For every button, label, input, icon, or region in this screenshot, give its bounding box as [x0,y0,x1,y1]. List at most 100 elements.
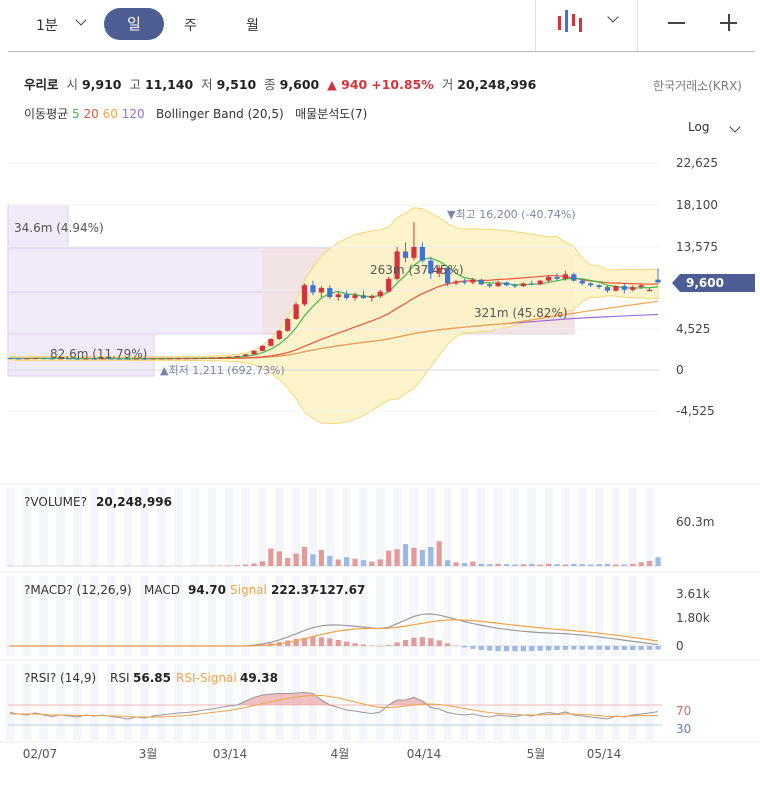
candle-body [57,358,64,360]
volume-bar [445,560,451,566]
rsi-title: ?RSI? (14,9) [24,671,96,685]
panel-stripe [359,576,368,656]
candle-body [243,354,249,356]
last-price-value: 9,600 [686,276,724,290]
panel-stripe [258,576,267,656]
volume-panel: ?VOLUME? 20,248,996 60.3m [5,488,714,567]
panel-stripe [123,488,133,567]
macd-histogram-bar [562,646,569,650]
time-axis-tick: 05/14 [587,747,622,761]
volume-value: 20,248,996 [457,77,537,92]
panel-stripe [207,664,217,740]
panel-stripe [561,488,570,567]
chevron-down-icon[interactable] [607,11,619,23]
panel-stripe [645,576,654,656]
candle-body [7,358,13,360]
panel-stripe [207,488,217,567]
macd-histogram-bar [579,646,585,650]
candle-body [116,358,123,360]
volume-bar [386,550,392,566]
panel-stripe [106,664,116,740]
candle-body [638,285,644,288]
panel-stripe [376,664,385,740]
panel-stripe [140,488,149,567]
stock-chart[interactable]: 34.6m (4.94%) 263m (37.45%) 321m (45.82%) 8… [0,140,760,794]
macd-histogram-bar [621,646,627,651]
zoom-in-icon[interactable] [728,14,730,31]
time-axis: 02/07 3월 03/14 4월 04/14 5월 05/14 [23,747,622,761]
candle-body [630,287,636,290]
volume-bar [226,565,232,566]
zoom-out-icon[interactable] [668,22,685,24]
candle-body [217,357,223,359]
panel-stripe [308,488,318,567]
candle-body [470,279,476,283]
panel-stripe [342,664,351,740]
close-price: 9,600 [279,77,320,92]
toolbar-divider [535,0,536,51]
panel-stripe [544,576,553,656]
candle-body [554,277,560,279]
panel-stripe [426,488,435,567]
chevron-down-icon[interactable] [729,121,741,133]
panel-stripe [645,664,654,740]
candle-body [369,296,375,298]
candle-body [512,285,518,287]
timeframe-minute-select[interactable]: 1분 [36,18,58,34]
candle-body [318,287,324,293]
macd-histogram-bar [554,646,560,651]
tab-week[interactable]: 주 [184,18,197,34]
volume-bar [419,549,425,566]
volume-bar [621,564,627,566]
low-label: 저 [201,77,213,92]
annotation-layer: 34.6m (4.94%) 263m (37.45%) 321m (45.82%) 8… [14,208,576,377]
candle-body [655,279,661,283]
panel-stripe [443,488,452,567]
macd-histogram-bar [428,638,434,646]
volume-bar [545,563,552,566]
candle-body [293,304,299,319]
tab-month[interactable]: 월 [246,18,259,34]
volume-bar [613,564,619,566]
candlestick-type-icon[interactable] [556,8,586,36]
tab-day[interactable]: 일 [104,8,164,40]
panel-stripe [510,488,520,567]
volume-bar [453,562,459,566]
macd-histogram-bar [411,637,417,646]
panel-stripe [224,488,234,567]
macd-histogram-bar [285,640,291,646]
panel-stripe [123,576,133,656]
volume-bar [352,558,358,566]
panel-stripe [22,664,32,740]
volume-bar [655,557,661,566]
candle-body [596,285,602,288]
candle-body [192,357,198,359]
scale-mode-select[interactable]: Log [688,120,710,134]
price-axis-tick: -4,525 [676,404,715,418]
panel-stripe [477,488,486,567]
volume-profile-label: 321m (45.82%) [474,306,568,320]
macd-histogram-bar [655,646,661,650]
macd-histogram-bar [335,639,341,646]
macd-histogram-bar [520,646,526,652]
ma20-label: 20 [83,107,99,121]
volume-bar [520,564,526,566]
volume-bar [360,560,367,566]
volume-bar [579,564,585,566]
price-axis: 22,625 18,100 13,575 4,525 0 -4,525 9,600 [672,156,755,418]
candle-body [15,358,22,360]
macd-histogram-bar [512,646,518,652]
volume-bar [554,564,560,566]
macd-histogram-bar [301,637,308,646]
macd-title: ?MACD? (12,26,9) [24,583,132,597]
volume-bar [571,563,577,566]
panel-stripe [224,576,234,656]
candle-body [99,358,106,360]
macd-histogram-bar [571,646,577,650]
macd-histogram-bar [630,646,636,651]
ma-label: 이동평균 [24,107,69,121]
indicator-legend[interactable]: 이동평균 5 20 60 120 Bollinger Band (20,5) 매… [24,105,367,122]
candle-body [268,339,274,346]
panel-stripe [628,576,637,656]
chevron-down-icon[interactable] [75,14,87,26]
